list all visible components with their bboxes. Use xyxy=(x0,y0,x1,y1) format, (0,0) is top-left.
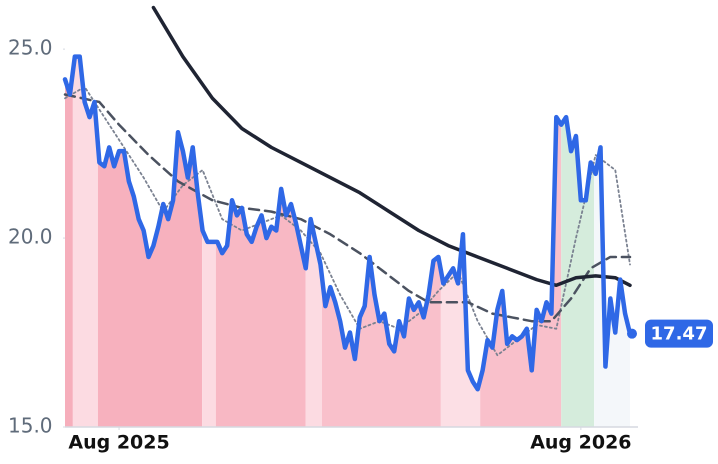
x-tick-label: Aug 2025 xyxy=(68,432,169,454)
zone-area xyxy=(72,56,98,427)
zone-area xyxy=(97,132,203,427)
series-line xyxy=(62,54,633,392)
last-value-label: 17.47 xyxy=(651,324,708,345)
zone-area xyxy=(561,117,595,427)
series-line xyxy=(151,5,632,288)
zone-area xyxy=(305,219,322,427)
zone-area xyxy=(202,226,216,427)
series-line xyxy=(64,86,631,357)
series-line xyxy=(63,93,632,323)
zone-area xyxy=(215,188,306,427)
x-tick-label: Aug 2026 xyxy=(530,432,631,454)
last-value-pill xyxy=(645,319,713,348)
y-tick-label: 15.0 xyxy=(8,414,53,438)
zone-area xyxy=(65,71,73,427)
last-point xyxy=(627,328,637,339)
zone-area xyxy=(480,117,562,427)
y-tick-label: 25.0 xyxy=(8,36,53,60)
y-tick-label: 20.0 xyxy=(8,225,53,249)
zone-area xyxy=(321,256,441,427)
